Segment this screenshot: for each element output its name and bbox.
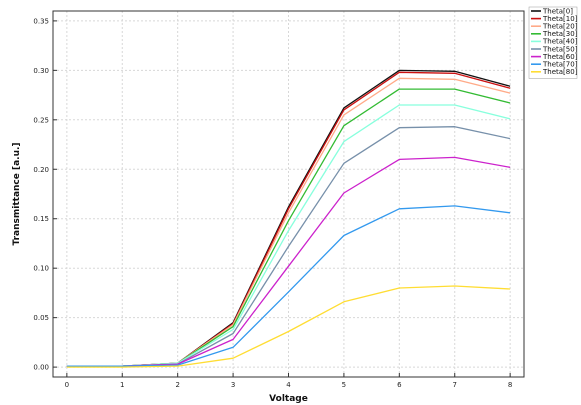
legend-entry: Theta[60] bbox=[542, 53, 578, 61]
y-tick-label: 0.35 bbox=[33, 17, 49, 25]
y-tick-label: 0.20 bbox=[33, 166, 49, 174]
legend-entry: Theta[0] bbox=[542, 7, 573, 15]
legend-entry: Theta[40] bbox=[542, 38, 578, 46]
y-tick-label: 0.30 bbox=[33, 67, 49, 75]
x-axis-label: Voltage bbox=[269, 394, 308, 404]
x-tick-label: 0 bbox=[65, 381, 69, 389]
x-tick-label: 7 bbox=[453, 381, 457, 389]
y-tick-label: 0.15 bbox=[33, 215, 49, 223]
y-tick-label: 0.10 bbox=[33, 265, 49, 273]
x-tick-label: 2 bbox=[175, 381, 179, 389]
y-tick-label: 0.25 bbox=[33, 116, 49, 124]
x-tick-label: 1 bbox=[120, 381, 124, 389]
legend: Theta[0]Theta[10]Theta[20]Theta[30]Theta… bbox=[528, 6, 578, 79]
y-tick-label: 0.00 bbox=[33, 364, 49, 372]
axis-ticks: 0 1 2 3 4 5 6 7 8 0.00 0.05 0.10 0.15 0.20 0.25 0.30 0.3… bbox=[33, 17, 512, 389]
legend-entry: Theta[30] bbox=[542, 30, 578, 38]
x-tick-label: 5 bbox=[342, 381, 346, 389]
x-tick-label: 8 bbox=[508, 381, 512, 389]
y-axis-label: Transmittance [a.u.] bbox=[12, 142, 22, 245]
series-line-8 bbox=[66, 285, 511, 368]
legend-entry: Theta[70] bbox=[542, 61, 578, 69]
series-lines bbox=[66, 69, 511, 368]
legend-entry: Theta[10] bbox=[542, 15, 578, 23]
x-tick-label: 6 bbox=[397, 381, 402, 389]
legend-entry: Theta[20] bbox=[542, 23, 578, 31]
series-line-7 bbox=[66, 205, 511, 367]
legend-entry: Theta[80] bbox=[542, 68, 578, 76]
grid-lines bbox=[53, 11, 524, 377]
legend-entry: Theta[50] bbox=[542, 45, 578, 53]
x-tick-label: 3 bbox=[231, 381, 235, 389]
x-tick-label: 4 bbox=[286, 381, 291, 389]
y-tick-label: 0.05 bbox=[33, 314, 49, 322]
